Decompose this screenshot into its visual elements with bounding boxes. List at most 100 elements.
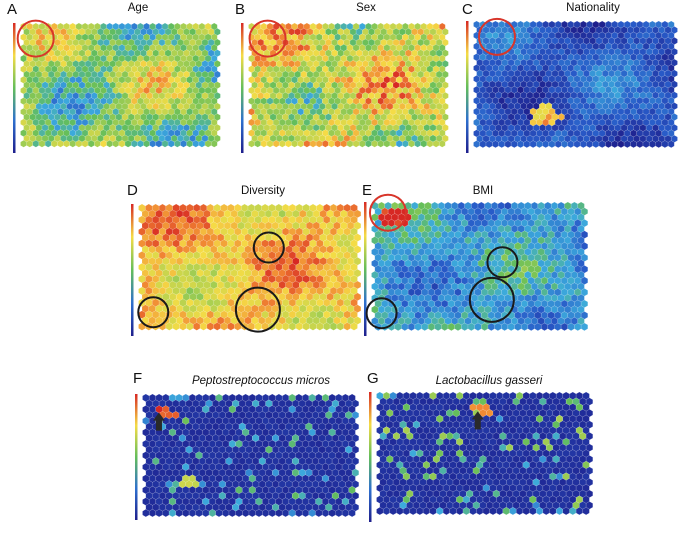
panel-title-a: Age	[127, 2, 149, 14]
som-node	[579, 140, 587, 149]
hex-grid	[371, 201, 589, 331]
som-node	[534, 322, 542, 331]
som-node	[281, 322, 290, 331]
panel-letter-b: B	[235, 1, 246, 18]
hex-grid	[473, 20, 678, 149]
som-node	[547, 322, 555, 331]
som-node	[51, 139, 58, 148]
som-map-f	[135, 393, 360, 520]
som-node	[334, 139, 341, 148]
som-node	[210, 139, 218, 148]
som-node	[186, 139, 193, 148]
som-node	[336, 322, 345, 331]
som-node	[266, 139, 274, 148]
som-node	[567, 140, 575, 149]
som-node	[540, 322, 549, 331]
som-node	[340, 139, 348, 148]
som-map-g	[369, 391, 594, 522]
som-node	[137, 139, 144, 148]
som-node	[87, 139, 95, 148]
highlight-circle-black	[468, 276, 515, 323]
color-scale-bar	[131, 204, 134, 336]
som-node	[498, 140, 506, 149]
som-node	[358, 139, 366, 148]
som-node	[303, 139, 311, 148]
som-map-a	[13, 19, 221, 153]
som-node	[295, 322, 303, 331]
highlight-circle-black	[234, 286, 281, 333]
som-node	[143, 139, 150, 148]
som-node	[586, 140, 593, 149]
som-node	[186, 322, 194, 331]
som-node	[408, 139, 415, 148]
highlight-circle-red	[248, 19, 287, 58]
pointer-arrow-icon	[152, 412, 165, 431]
som-node	[655, 140, 663, 149]
som-node	[447, 322, 455, 331]
som-node	[427, 322, 435, 331]
som-node	[432, 139, 440, 148]
som-node	[598, 140, 606, 149]
som-node	[272, 139, 280, 148]
som-node	[118, 139, 126, 148]
hex-grid	[142, 393, 360, 518]
som-node	[20, 139, 27, 148]
som-node	[420, 139, 428, 148]
som-node	[520, 322, 529, 331]
som-node	[204, 139, 212, 148]
som-map-b	[241, 19, 449, 153]
som-node	[573, 140, 581, 149]
panel-a: A Age	[7, 1, 228, 173]
som-node	[487, 322, 495, 331]
som-node	[529, 140, 537, 149]
som-node	[407, 322, 415, 331]
som-node	[69, 139, 77, 148]
som-node	[180, 139, 187, 148]
som-node	[316, 322, 324, 331]
som-node	[592, 140, 600, 149]
som-node	[348, 508, 356, 518]
hex-grid	[376, 391, 594, 516]
som-node	[179, 322, 187, 331]
som-node	[501, 322, 509, 331]
panel-title-f: Peptostreptococcus micros	[191, 375, 331, 387]
som-node	[32, 139, 40, 148]
som-node	[434, 322, 442, 331]
panel-letter-g: G	[367, 370, 379, 387]
som-node	[329, 322, 338, 331]
som-node	[309, 139, 317, 148]
color-scale-bar	[241, 23, 244, 153]
pointer-arrow-icon	[471, 411, 484, 430]
panel-b: B Sex	[235, 1, 456, 173]
som-node	[161, 139, 169, 148]
som-node	[377, 139, 385, 148]
som-node	[206, 322, 215, 331]
som-map-d	[131, 203, 362, 336]
som-node	[165, 322, 173, 331]
som-node	[642, 140, 650, 149]
som-node	[667, 140, 675, 149]
som-node	[254, 322, 262, 331]
som-node	[57, 139, 64, 148]
som-node	[167, 139, 175, 148]
som-node	[414, 322, 422, 331]
som-node	[561, 140, 568, 149]
som-node	[275, 322, 283, 331]
som-node	[504, 140, 512, 149]
som-node	[401, 322, 409, 331]
panel-c: C Nationality	[462, 1, 683, 173]
highlight-circle-black	[365, 297, 398, 330]
som-node	[328, 139, 335, 148]
som-node	[149, 139, 157, 148]
som-node	[365, 139, 372, 148]
panel-letter-d: D	[127, 182, 138, 199]
som-node	[394, 322, 402, 331]
som-node	[414, 139, 421, 148]
highlight-circle-black	[252, 231, 285, 264]
som-node	[661, 140, 669, 149]
som-node	[346, 139, 354, 148]
som-node	[172, 322, 180, 331]
som-node	[302, 322, 310, 331]
color-scale-bar	[369, 392, 372, 522]
som-node	[260, 139, 268, 148]
